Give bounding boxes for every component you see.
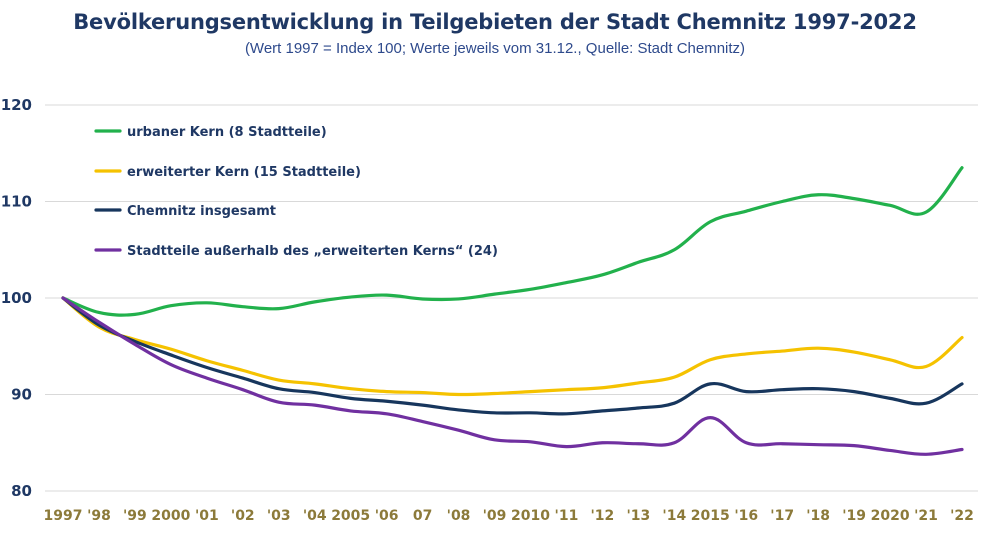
x-tick-label: '14 [662, 508, 686, 524]
legend-label: erweiterter Kern (15 Stadtteile) [127, 165, 361, 180]
series-lines [61, 166, 964, 456]
y-tick-label: 80 [11, 482, 32, 500]
legend: urbaner Kern (8 Stadtteile) erweiterter K… [94, 125, 498, 259]
gridlines [45, 104, 978, 492]
y-tick-label: 120 [1, 96, 32, 114]
x-tick-label: '18 [806, 508, 830, 524]
x-tick-label: '08 [447, 508, 471, 524]
y-tick-label: 100 [1, 289, 32, 307]
x-tick-label: '06 [375, 508, 399, 524]
series-line-2 [61, 296, 964, 397]
y-tick-label: 110 [1, 193, 32, 211]
x-tick-label: '04 [303, 508, 327, 524]
x-tick-label: '19 [842, 508, 866, 524]
x-tick-label: 2000 [151, 508, 190, 524]
chart-subtitle: (Wert 1997 = Index 100; Werte jeweils vo… [244, 40, 746, 57]
legend-label: Stadtteile außerhalb des „erweiterten Ke… [127, 244, 498, 259]
x-tick-label: '21 [914, 508, 938, 524]
x-tick-label: '01 [195, 508, 219, 524]
series-line-1 [61, 166, 964, 317]
x-tick-label: '16 [734, 508, 758, 524]
legend-label: urbaner Kern (8 Stadtteile) [127, 125, 327, 140]
legend-label: Chemnitz insgesamt [127, 204, 276, 219]
x-tick-label: 2020 [871, 508, 910, 524]
x-tick-label: 2005 [331, 508, 370, 524]
x-tick-label: 1997 [44, 508, 83, 524]
x-tick-label: '02 [231, 508, 255, 524]
x-tick-label: '13 [626, 508, 650, 524]
x-tick-label: '11 [555, 508, 579, 524]
x-tick-label: '98 [87, 508, 111, 524]
chart-title: Bevölkerungsentwicklung in Teilgebieten … [73, 10, 917, 34]
x-tick-label: '12 [591, 508, 615, 524]
x-tick-label: '17 [770, 508, 794, 524]
x-tick-label: 07 [413, 508, 432, 524]
x-tick-label: 2010 [511, 508, 550, 524]
x-axis-ticks: 1997'98 '99 2000 '01 '02 '03 '04 2005 '06 07 '08 '0… [44, 508, 974, 524]
series-line-4 [61, 296, 964, 456]
y-axis-ticks: 80 90 100 110 120 [1, 96, 32, 500]
x-tick-label: '09 [483, 508, 507, 524]
y-tick-label: 90 [11, 386, 32, 404]
series-line-3 [61, 296, 964, 416]
x-tick-label: '03 [267, 508, 291, 524]
x-tick-label: 2015 [691, 508, 730, 524]
x-tick-label: '99 [123, 508, 147, 524]
x-tick-label: '22 [950, 508, 974, 524]
